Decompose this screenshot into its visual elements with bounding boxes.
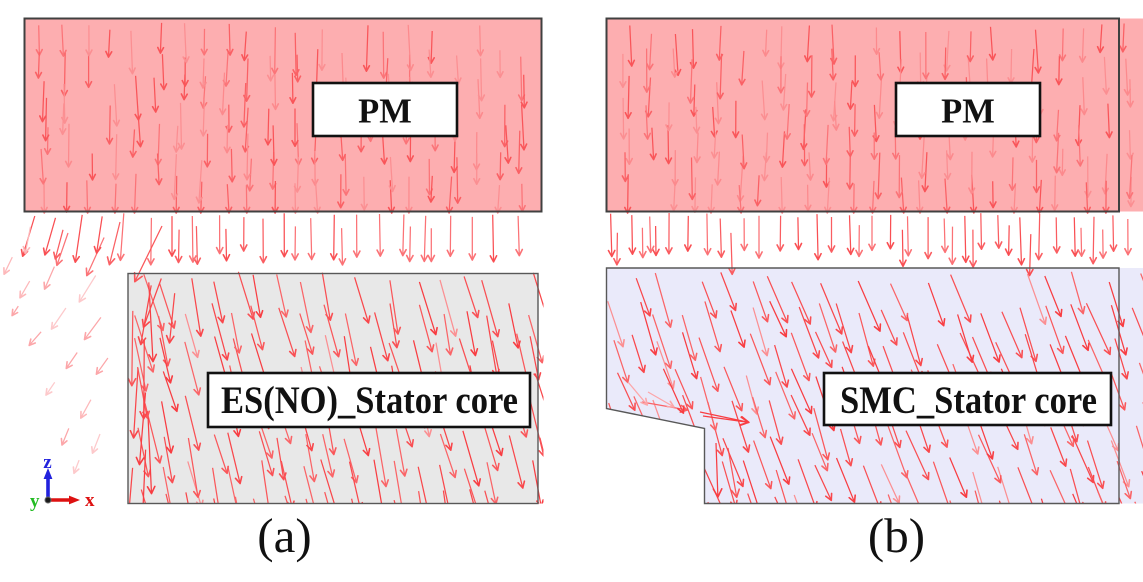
svg-text:z: z [43,452,52,473]
svg-text:SMC_Stator core: SMC_Stator core [840,378,1097,422]
svg-text:(b): (b) [868,508,925,563]
svg-text:PM: PM [941,93,995,131]
svg-text:(a): (a) [257,508,311,563]
svg-text:y: y [30,491,40,512]
svg-text:PM: PM [358,93,412,131]
svg-text:x: x [85,490,95,511]
svg-text:ES(NO)_Stator core: ES(NO)_Stator core [221,378,518,422]
